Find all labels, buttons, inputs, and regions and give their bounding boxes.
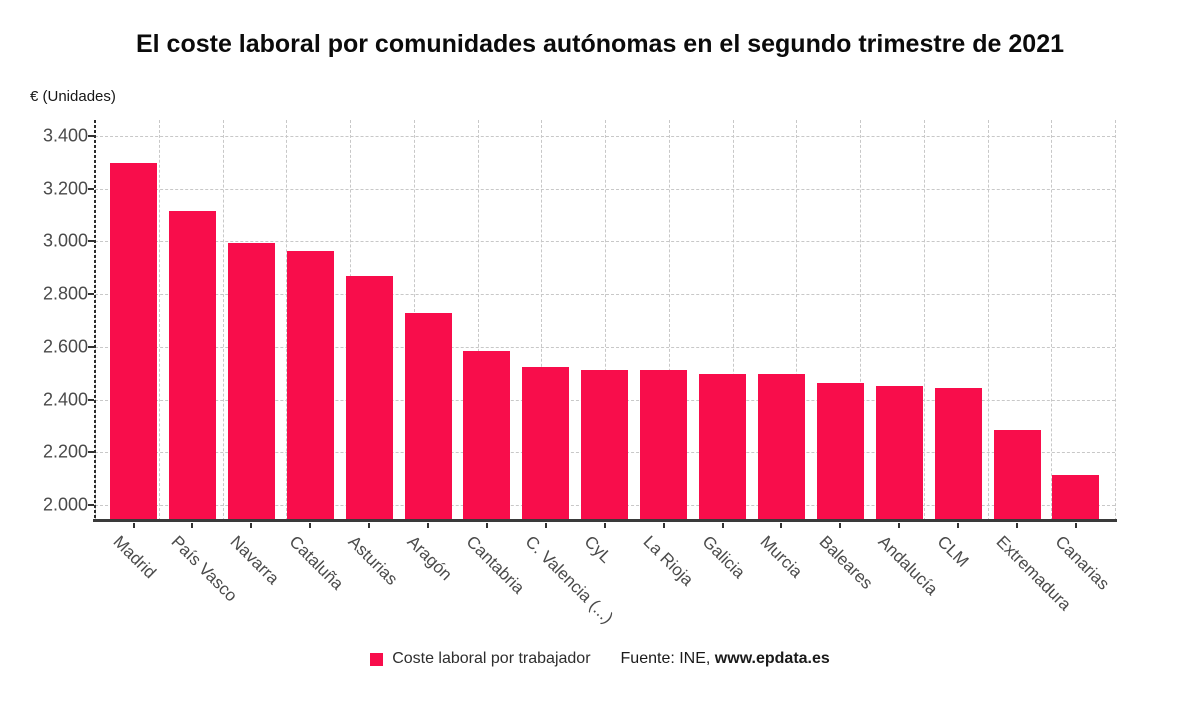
bar-galicia[interactable]	[699, 373, 746, 521]
bar-pais-vasco[interactable]	[168, 211, 216, 521]
x-tick-label-andalucia: Andalucía	[874, 532, 942, 599]
y-tick-mark	[88, 240, 94, 243]
bar-cantabria[interactable]	[463, 351, 511, 521]
source-site: www.epdata.es	[714, 650, 830, 667]
x-tick-label-cyl: CyL	[580, 532, 616, 567]
x-gridline	[796, 120, 798, 521]
x-tick-label-navarra: Navarra	[226, 532, 284, 589]
x-gridline	[860, 120, 861, 521]
x-tick-mark	[544, 523, 547, 528]
x-tick-mark	[368, 523, 371, 528]
y-tick-mark	[88, 345, 94, 348]
x-tick-mark	[780, 523, 783, 528]
x-gridline	[477, 120, 479, 521]
source-prefix: Fuente: INE,	[620, 650, 715, 667]
y-gridline	[95, 188, 1115, 190]
y-tick-label-2200: 2.200	[42, 441, 88, 462]
x-tick-mark	[662, 523, 665, 528]
x-tick-label-asturias: Asturias	[344, 532, 402, 589]
bar-madrid[interactable]	[110, 163, 157, 521]
x-gridline	[541, 120, 543, 521]
x-tick-label-baleares: Baleares	[815, 532, 877, 593]
x-tick-mark	[603, 523, 606, 528]
x-tick-mark	[309, 523, 312, 528]
x-gridline	[222, 120, 224, 521]
bar-andalucia[interactable]	[875, 386, 923, 521]
x-tick-mark	[485, 523, 488, 528]
y-tick-label-3000: 3.000	[42, 230, 88, 251]
x-gridline	[923, 120, 925, 521]
x-tick-mark	[427, 523, 429, 528]
y-axis-line	[94, 120, 96, 521]
y-tick-mark	[88, 134, 94, 137]
x-gridline	[668, 120, 670, 521]
bar-clm[interactable]	[934, 387, 982, 521]
x-gridline	[605, 120, 606, 521]
x-tick-label-aragon: Aragón	[403, 532, 456, 585]
x-tick-mark	[721, 523, 724, 528]
y-tick-label-2600: 2.600	[42, 336, 88, 357]
y-gridline	[95, 135, 1115, 137]
x-tick-label-cataluna: Cataluña	[285, 532, 348, 594]
chart-title: El coste laboral por comunidades autónom…	[135, 30, 1065, 58]
x-gridline	[987, 120, 989, 521]
y-gridline	[95, 346, 1115, 348]
bar-c-valencia[interactable]	[522, 366, 570, 521]
legend-item[interactable]: Coste laboral por trabajador	[370, 650, 591, 668]
y-tick-label-2800: 2.800	[42, 283, 88, 304]
x-gridline	[1051, 120, 1053, 521]
x-tick-label-murcia: Murcia	[756, 532, 807, 582]
source-note: Fuente: INE, www.epdata.es	[621, 650, 830, 668]
bar-cyl[interactable]	[581, 369, 629, 521]
y-tick-label-3200: 3.200	[42, 178, 88, 199]
x-gridline	[732, 120, 734, 521]
y-tick-mark	[88, 187, 94, 190]
y-gridline	[95, 294, 1115, 296]
y-tick-mark	[88, 398, 94, 401]
y-tick-label-2000: 2.000	[42, 494, 88, 515]
y-tick-label-2400: 2.400	[42, 389, 88, 410]
y-tick-mark	[88, 293, 94, 296]
bar-baleares[interactable]	[816, 383, 864, 521]
bar-aragon[interactable]	[404, 313, 452, 521]
x-tick-mark	[191, 523, 194, 528]
x-tick-label-cantabria: Cantabria	[462, 532, 529, 598]
x-gridline	[158, 120, 160, 521]
bar-asturias[interactable]	[345, 275, 393, 521]
y-tick-label-3400: 3.400	[42, 125, 88, 146]
y-axis-unit-label: € (Unidades)	[30, 88, 116, 105]
x-tick-mark	[957, 523, 960, 528]
x-tick-mark	[250, 523, 253, 528]
y-tick-mark	[88, 451, 94, 454]
x-tick-mark	[898, 523, 901, 528]
x-axis-line	[93, 519, 1117, 522]
x-tick-mark	[839, 523, 842, 528]
bar-la-rioja[interactable]	[640, 370, 688, 521]
plot-area: 2.000 2.200 2.400 2.600 2.800 3.000 3.200 3.400…	[43, 120, 1117, 627]
x-tick-mark	[132, 523, 135, 528]
x-tick-label-clm: CLM	[933, 532, 973, 571]
legend-label: Coste laboral por trabajador	[392, 650, 591, 667]
y-gridline	[95, 241, 1115, 243]
legend-row: Coste laboral por trabajador Fuente: INE…	[0, 650, 1200, 668]
bar-cataluna[interactable]	[286, 250, 334, 521]
legend-marker-icon	[370, 652, 384, 666]
x-tick-label-canarias: Canarias	[1051, 532, 1114, 594]
x-tick-label-galicia: Galicia	[698, 532, 749, 583]
bar-extremadura[interactable]	[993, 429, 1041, 521]
x-tick-mark	[1074, 523, 1077, 528]
x-tick-label-madrid: Madrid	[109, 532, 160, 583]
x-tick-label-la-rioja: La Rioja	[639, 532, 697, 590]
bar-murcia[interactable]	[757, 374, 805, 521]
x-gridline	[1115, 120, 1116, 521]
bar-canarias[interactable]	[1052, 475, 1100, 521]
y-tick-mark	[88, 504, 94, 507]
x-tick-mark	[1016, 523, 1018, 528]
bar-navarra[interactable]	[227, 242, 275, 521]
